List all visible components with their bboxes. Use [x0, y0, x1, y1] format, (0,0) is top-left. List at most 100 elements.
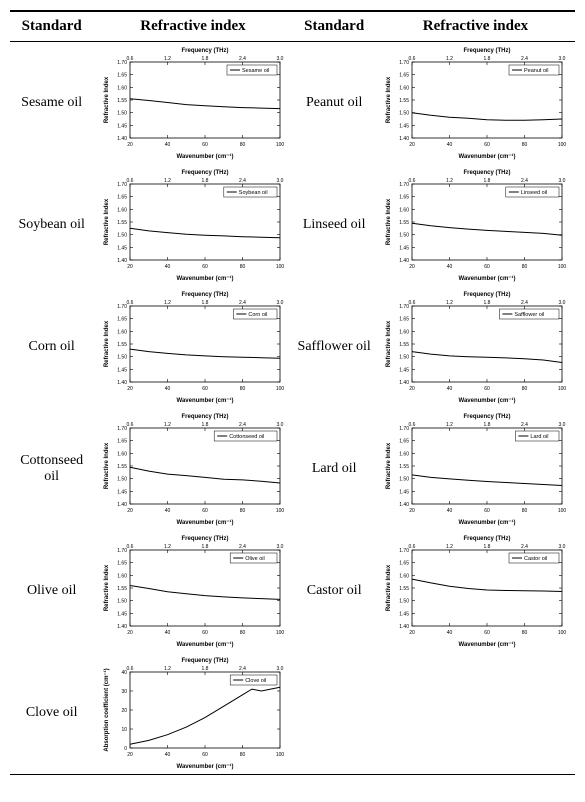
- svg-text:20: 20: [127, 264, 133, 270]
- empty-cell: [292, 652, 375, 775]
- svg-text:1.70: 1.70: [400, 60, 410, 66]
- svg-text:Refractive Index: Refractive Index: [104, 198, 110, 245]
- svg-text:1.8: 1.8: [201, 544, 208, 550]
- svg-text:40: 40: [447, 386, 453, 392]
- svg-text:1.60: 1.60: [117, 329, 127, 335]
- svg-text:80: 80: [240, 752, 246, 758]
- svg-text:Wavenumber (cm⁻¹): Wavenumber (cm⁻¹): [176, 763, 233, 770]
- oil-label: Castor oil: [292, 530, 375, 652]
- oil-label: Clove oil: [10, 652, 93, 775]
- header-refractive-1: Refractive index: [93, 11, 292, 42]
- chart-cell: Frequency (THz)0.61.21.82.43.02040608010…: [376, 164, 575, 286]
- svg-text:20: 20: [410, 142, 416, 148]
- svg-text:10: 10: [121, 727, 127, 733]
- svg-text:2.4: 2.4: [239, 544, 246, 550]
- svg-text:1.45: 1.45: [117, 245, 127, 251]
- svg-text:1.2: 1.2: [164, 56, 171, 62]
- svg-text:20: 20: [410, 630, 416, 636]
- svg-text:1.60: 1.60: [117, 451, 127, 457]
- svg-text:1.8: 1.8: [484, 178, 491, 184]
- svg-text:20: 20: [410, 386, 416, 392]
- svg-text:0.6: 0.6: [126, 56, 133, 62]
- svg-text:Linseed oil: Linseed oil: [521, 190, 547, 196]
- svg-text:1.70: 1.70: [117, 60, 127, 66]
- svg-text:Refractive Index: Refractive Index: [104, 76, 110, 123]
- svg-text:Refractive Index: Refractive Index: [386, 76, 392, 123]
- svg-text:1.55: 1.55: [117, 220, 127, 226]
- svg-text:1.2: 1.2: [446, 56, 453, 62]
- header-standard-1: Standard: [10, 11, 93, 42]
- svg-text:1.2: 1.2: [446, 422, 453, 428]
- svg-text:1.55: 1.55: [117, 98, 127, 104]
- svg-text:1.55: 1.55: [117, 464, 127, 470]
- svg-text:100: 100: [276, 142, 285, 148]
- svg-text:80: 80: [522, 142, 528, 148]
- svg-text:Refractive Index: Refractive Index: [386, 442, 392, 489]
- svg-text:3.0: 3.0: [559, 56, 566, 62]
- svg-text:1.40: 1.40: [400, 258, 410, 264]
- svg-text:Refractive Index: Refractive Index: [386, 564, 392, 611]
- chart-cell: Frequency (THz)0.61.21.82.43.02040608010…: [376, 530, 575, 652]
- chart-cell: Frequency (THz)0.61.21.82.43.02040608010…: [93, 286, 292, 408]
- svg-text:Frequency (THz): Frequency (THz): [464, 292, 511, 298]
- svg-text:1.65: 1.65: [117, 439, 127, 445]
- svg-text:Frequency (THz): Frequency (THz): [181, 292, 228, 298]
- svg-text:Peanut oil: Peanut oil: [524, 68, 548, 74]
- svg-text:3.0: 3.0: [559, 422, 566, 428]
- svg-text:1.60: 1.60: [117, 85, 127, 91]
- svg-text:1.8: 1.8: [201, 300, 208, 306]
- svg-text:1.8: 1.8: [201, 666, 208, 672]
- svg-text:3.0: 3.0: [276, 422, 283, 428]
- oil-refractive-table: Standard Refractive index Standard Refra…: [10, 10, 575, 775]
- svg-text:20: 20: [127, 386, 133, 392]
- svg-text:Refractive Index: Refractive Index: [104, 320, 110, 367]
- svg-text:40: 40: [165, 752, 171, 758]
- svg-text:1.70: 1.70: [117, 426, 127, 432]
- svg-text:1.60: 1.60: [400, 85, 410, 91]
- svg-text:1.60: 1.60: [400, 573, 410, 579]
- svg-text:Wavenumber (cm⁻¹): Wavenumber (cm⁻¹): [459, 519, 516, 526]
- svg-text:20: 20: [410, 264, 416, 270]
- svg-text:60: 60: [485, 386, 491, 392]
- svg-text:2.4: 2.4: [521, 56, 528, 62]
- svg-text:1.45: 1.45: [117, 123, 127, 129]
- svg-text:1.2: 1.2: [164, 544, 171, 550]
- svg-text:1.50: 1.50: [117, 599, 127, 605]
- svg-text:2.4: 2.4: [239, 178, 246, 184]
- svg-text:1.50: 1.50: [400, 233, 410, 239]
- svg-text:100: 100: [558, 386, 567, 392]
- header-standard-2: Standard: [292, 11, 375, 42]
- oil-label: Linseed oil: [292, 164, 375, 286]
- svg-text:2.4: 2.4: [239, 56, 246, 62]
- svg-text:1.65: 1.65: [117, 73, 127, 79]
- svg-text:3.0: 3.0: [276, 544, 283, 550]
- svg-text:20: 20: [127, 630, 133, 636]
- svg-text:Clove oil: Clove oil: [245, 678, 266, 684]
- svg-text:0.6: 0.6: [126, 300, 133, 306]
- svg-text:1.65: 1.65: [117, 561, 127, 567]
- svg-text:Frequency (THz): Frequency (THz): [464, 48, 511, 54]
- svg-text:1.40: 1.40: [117, 502, 127, 508]
- svg-text:1.8: 1.8: [201, 178, 208, 184]
- svg-text:3.0: 3.0: [276, 56, 283, 62]
- svg-text:40: 40: [165, 630, 171, 636]
- svg-text:80: 80: [522, 264, 528, 270]
- svg-text:2.4: 2.4: [521, 300, 528, 306]
- svg-text:Wavenumber (cm⁻¹): Wavenumber (cm⁻¹): [176, 641, 233, 648]
- chart-cell: Frequency (THz)0.61.21.82.43.02040608010…: [376, 42, 575, 165]
- svg-text:1.50: 1.50: [400, 111, 410, 117]
- svg-text:1.50: 1.50: [117, 355, 127, 361]
- svg-text:1.65: 1.65: [400, 561, 410, 567]
- svg-text:Refractive Index: Refractive Index: [104, 564, 110, 611]
- svg-text:60: 60: [202, 752, 208, 758]
- svg-text:80: 80: [240, 386, 246, 392]
- svg-text:80: 80: [240, 142, 246, 148]
- oil-label: Sesame oil: [10, 42, 93, 165]
- svg-text:2.4: 2.4: [521, 544, 528, 550]
- svg-text:1.8: 1.8: [201, 422, 208, 428]
- svg-text:1.8: 1.8: [484, 56, 491, 62]
- svg-text:40: 40: [165, 264, 171, 270]
- svg-text:Frequency (THz): Frequency (THz): [181, 48, 228, 54]
- svg-text:1.70: 1.70: [400, 304, 410, 310]
- refractive-chart: Frequency (THz)0.61.21.82.43.02040608010…: [98, 654, 288, 772]
